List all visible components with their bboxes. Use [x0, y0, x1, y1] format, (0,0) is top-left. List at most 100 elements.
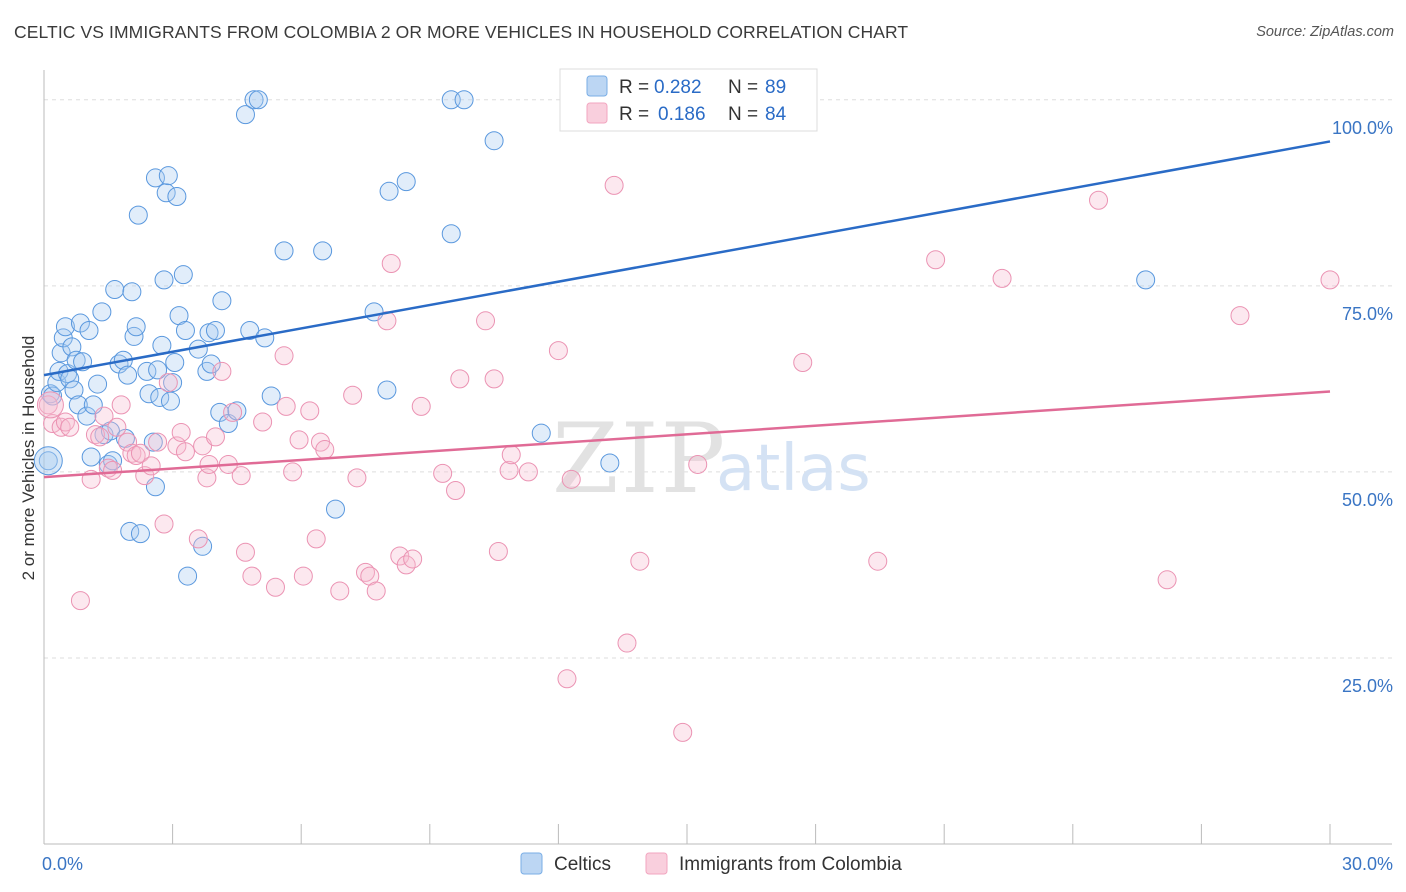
data-point	[484, 131, 504, 151]
data-point	[548, 341, 568, 361]
data-point	[175, 442, 195, 462]
y-tick-labels: 100.0% 75.0% 50.0% 25.0%	[1332, 118, 1393, 696]
data-point	[992, 268, 1012, 288]
data-point	[156, 183, 176, 203]
data-point	[484, 369, 504, 389]
data-point	[111, 395, 131, 415]
series-celtics-points	[33, 90, 1156, 586]
legend-bottom: Celtics Immigrants from Colombia	[520, 852, 902, 875]
data-point	[1157, 570, 1177, 590]
series-colombia-points	[36, 175, 1340, 742]
data-point	[79, 320, 99, 340]
data-point	[289, 430, 309, 450]
data-point	[557, 669, 577, 689]
data-point	[343, 385, 363, 405]
legend-label-colombia: Immigrants from Colombia	[679, 854, 902, 875]
data-point	[126, 317, 146, 337]
data-point	[163, 373, 183, 393]
data-point	[90, 427, 110, 447]
chart-source: Source: ZipAtlas.com	[1256, 24, 1394, 40]
data-point	[244, 90, 264, 110]
data-point	[235, 105, 255, 125]
watermark-atlas: atlas	[716, 432, 871, 506]
data-point	[630, 551, 650, 571]
data-point	[130, 524, 150, 544]
legend-r-colombia: 0.186	[658, 104, 706, 125]
data-point	[293, 566, 313, 586]
data-point	[673, 722, 693, 742]
y-tick-label: 75.0%	[1342, 304, 1393, 324]
data-point	[154, 514, 174, 534]
data-point	[175, 320, 195, 340]
legend-swatch-colombia	[645, 852, 668, 875]
data-point	[55, 317, 75, 337]
data-point	[173, 265, 193, 285]
data-point	[926, 250, 946, 270]
trend-line-colombia	[43, 390, 1331, 479]
data-point	[403, 549, 423, 569]
data-point	[158, 166, 178, 186]
data-point	[411, 396, 431, 416]
data-point	[235, 542, 255, 562]
data-point	[92, 302, 112, 322]
data-point	[274, 241, 294, 261]
data-point	[688, 454, 708, 474]
data-point	[366, 581, 386, 601]
legend-r-label: R =	[619, 104, 649, 125]
trend-line-celtics	[43, 140, 1331, 377]
data-point	[313, 241, 333, 261]
y-tick-label: 100.0%	[1332, 118, 1393, 138]
data-point	[205, 320, 225, 340]
legend-r-label: R =	[619, 77, 649, 98]
data-point	[105, 280, 125, 300]
data-point	[868, 551, 888, 571]
legend-swatch-colombia	[586, 102, 608, 124]
y-tick-label: 50.0%	[1342, 490, 1393, 510]
data-point	[1089, 190, 1109, 210]
data-point	[265, 577, 285, 597]
data-point	[148, 360, 168, 380]
axes	[43, 70, 1392, 845]
data-point	[205, 427, 225, 447]
data-point	[36, 391, 64, 419]
data-point	[103, 460, 123, 480]
data-point	[276, 396, 296, 416]
legend-r-celtics: 0.282	[654, 77, 702, 98]
data-point	[433, 463, 453, 483]
data-point	[171, 422, 191, 442]
data-point	[381, 254, 401, 273]
data-point	[130, 443, 150, 463]
data-point	[60, 417, 80, 437]
data-point	[377, 380, 397, 400]
data-point	[188, 529, 208, 549]
data-point	[604, 175, 624, 195]
data-point	[33, 446, 63, 476]
data-point	[118, 365, 138, 385]
data-point	[274, 346, 294, 366]
data-point	[499, 460, 519, 480]
chart-title: CELTIC VS IMMIGRANTS FROM COLOMBIA 2 OR …	[14, 22, 909, 42]
data-point	[306, 529, 326, 549]
data-point	[165, 352, 185, 372]
data-point	[240, 320, 260, 340]
data-point	[1136, 270, 1156, 290]
data-point	[122, 282, 142, 302]
data-point	[160, 391, 180, 411]
data-point	[178, 566, 198, 586]
data-point	[51, 343, 71, 363]
data-point	[242, 566, 262, 586]
data-point	[450, 369, 470, 389]
legend-n-celtics: 89	[765, 77, 786, 98]
data-point	[600, 453, 620, 473]
data-point	[38, 395, 58, 415]
data-point	[261, 386, 281, 406]
data-point	[107, 417, 127, 437]
data-point	[167, 187, 187, 207]
data-point	[118, 432, 138, 452]
data-point	[143, 432, 163, 452]
data-point	[518, 462, 538, 482]
data-point	[148, 432, 168, 452]
data-point	[70, 591, 90, 611]
data-point	[501, 445, 521, 465]
